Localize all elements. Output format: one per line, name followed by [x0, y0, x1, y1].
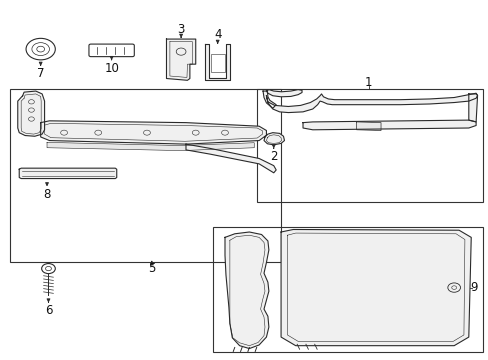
Polygon shape [266, 93, 477, 113]
Bar [210, 54, 224, 72]
Text: 9: 9 [469, 281, 476, 294]
Text: 4: 4 [213, 28, 221, 41]
Text: 1: 1 [365, 76, 372, 89]
Polygon shape [264, 133, 284, 145]
Polygon shape [468, 94, 477, 122]
Polygon shape [224, 232, 268, 348]
Polygon shape [18, 91, 44, 136]
Text: 10: 10 [104, 62, 119, 75]
Text: 5: 5 [148, 262, 155, 275]
Polygon shape [166, 39, 195, 80]
Bar [212, 226, 483, 352]
Text: 8: 8 [43, 188, 51, 201]
Polygon shape [19, 168, 117, 179]
Polygon shape [205, 44, 229, 80]
Bar [10, 89, 281, 262]
Polygon shape [266, 90, 302, 97]
Polygon shape [356, 122, 380, 131]
Polygon shape [185, 144, 276, 173]
Text: 6: 6 [44, 305, 52, 318]
Text: 3: 3 [177, 23, 184, 36]
Polygon shape [41, 121, 266, 144]
Polygon shape [303, 120, 475, 130]
Polygon shape [263, 91, 276, 108]
Polygon shape [47, 142, 254, 150]
Bar [256, 89, 483, 202]
Polygon shape [281, 229, 470, 346]
Text: 7: 7 [37, 67, 44, 80]
Text: 2: 2 [269, 150, 277, 163]
